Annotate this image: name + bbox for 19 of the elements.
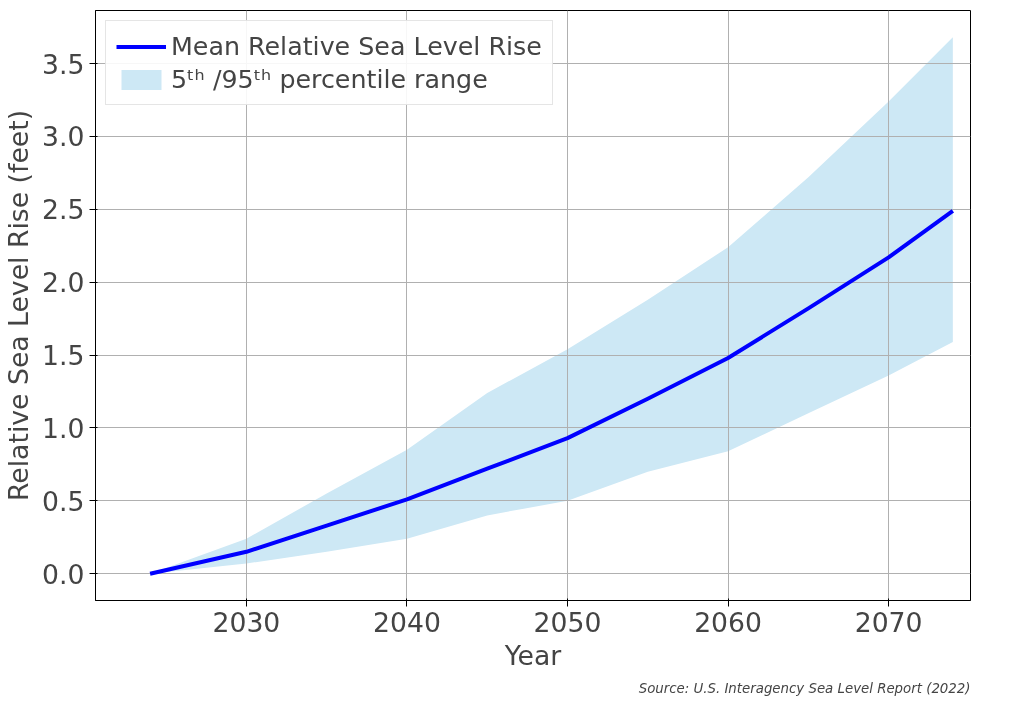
x-tick-label: 2050	[533, 606, 602, 638]
x-tick-label: 2060	[694, 606, 762, 638]
legend-label: Mean Relative Sea Level Rise	[171, 31, 542, 61]
y-tick-label: 0.0	[42, 558, 85, 590]
y-tick-label: 2.5	[42, 194, 85, 226]
y-tick-label: 3.0	[42, 121, 85, 153]
x-tick-label: 2040	[373, 606, 441, 638]
y-tick-label: 2.0	[42, 267, 85, 299]
x-axis-title: Year	[503, 639, 562, 671]
y-tick-label: 3.5	[42, 48, 85, 80]
legend-label: 5ᵗʰ /95ᵗʰ percentile range	[171, 64, 488, 94]
line-series	[148, 208, 955, 576]
y-tick-label: 1.0	[42, 412, 85, 444]
y-axis-title: Relative Sea Level Rise (feet)	[3, 109, 35, 502]
source-note: Source: U.S. Interagency Sea Level Report (2022)	[638, 680, 971, 696]
y-tick-label: 0.5	[42, 485, 85, 517]
x-tick-label: 2030	[212, 606, 281, 638]
x-tick-label: 2070	[854, 606, 923, 638]
y-tick-label: 1.5	[42, 340, 85, 372]
